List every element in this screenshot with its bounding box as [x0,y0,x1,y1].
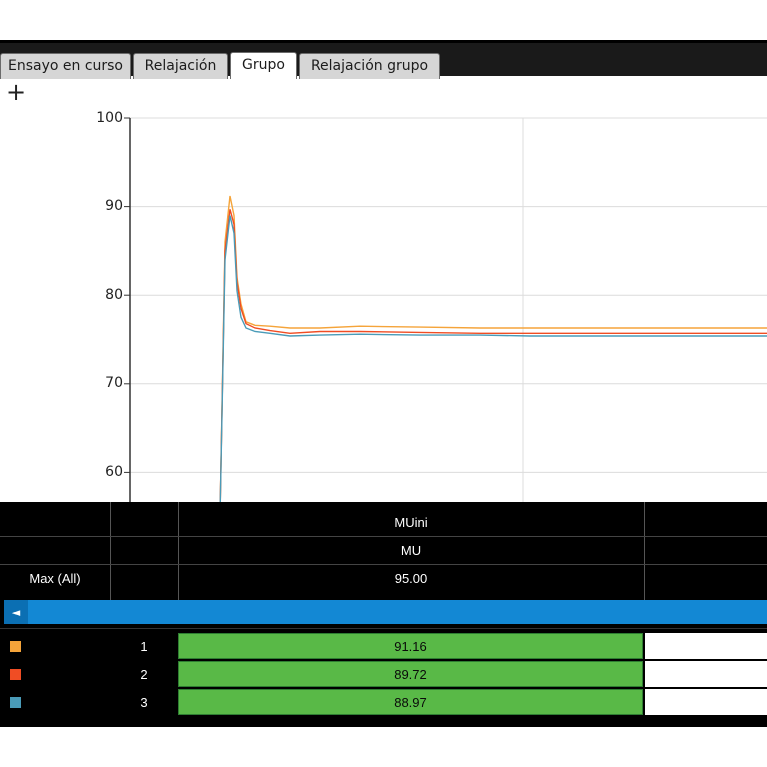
tab-relajacion-grupo[interactable]: Relajación grupo [299,53,440,79]
row-index: 2 [140,666,148,682]
scroll-left-icon[interactable]: ◄ [4,600,28,624]
tab-bar: Ensayo en curso Relajación Grupo Relajac… [0,40,767,79]
chart-area: 100 90 80 70 60 [0,76,767,504]
series-color-swatch [10,641,21,652]
y-tick-label: 100 [96,110,123,126]
column-header-mu: MU [400,542,422,558]
y-tick-label: 80 [105,287,123,303]
row-value: 89.72 [178,661,643,687]
horizontal-scrollbar[interactable]: ◄ [4,600,767,624]
empty-cell [645,633,767,659]
column-divider [178,502,179,600]
tab-grupo[interactable]: Grupo [230,52,297,79]
series-color-swatch [10,669,21,680]
row-index: 3 [140,694,148,710]
y-tick-label: 70 [105,375,123,391]
row-divider [0,564,767,565]
empty-cell [645,661,767,687]
table-row[interactable]: 1 91.16 [0,632,767,660]
y-tick-label: 60 [105,464,123,480]
y-tick-label: 90 [105,198,123,214]
max-all-label: Max (All) [29,570,81,586]
tab-ensayo-en-curso[interactable]: Ensayo en curso [0,53,131,79]
row-divider [0,536,767,537]
tab-relajacion[interactable]: Relajación [133,53,228,79]
table-row[interactable]: 3 88.97 [0,688,767,716]
empty-cell [645,689,767,715]
results-table: MUini MU Max (All) 95.00 ◄ 1 91.16 2 89.… [0,502,767,727]
column-divider [110,502,111,600]
row-value: 91.16 [178,633,643,659]
column-header-muini: MUini [394,514,428,530]
series-line-2 [219,209,767,504]
row-value: 88.97 [178,689,643,715]
column-divider [644,502,645,600]
series-color-swatch [10,697,21,708]
row-divider [0,628,767,629]
line-chart [124,117,767,504]
series-line-1 [219,195,767,504]
max-all-value: 95.00 [394,570,428,586]
series-line-3 [219,215,767,504]
table-row[interactable]: 2 89.72 [0,660,767,688]
row-index: 1 [140,638,148,654]
add-plus-icon[interactable]: + [6,78,27,106]
